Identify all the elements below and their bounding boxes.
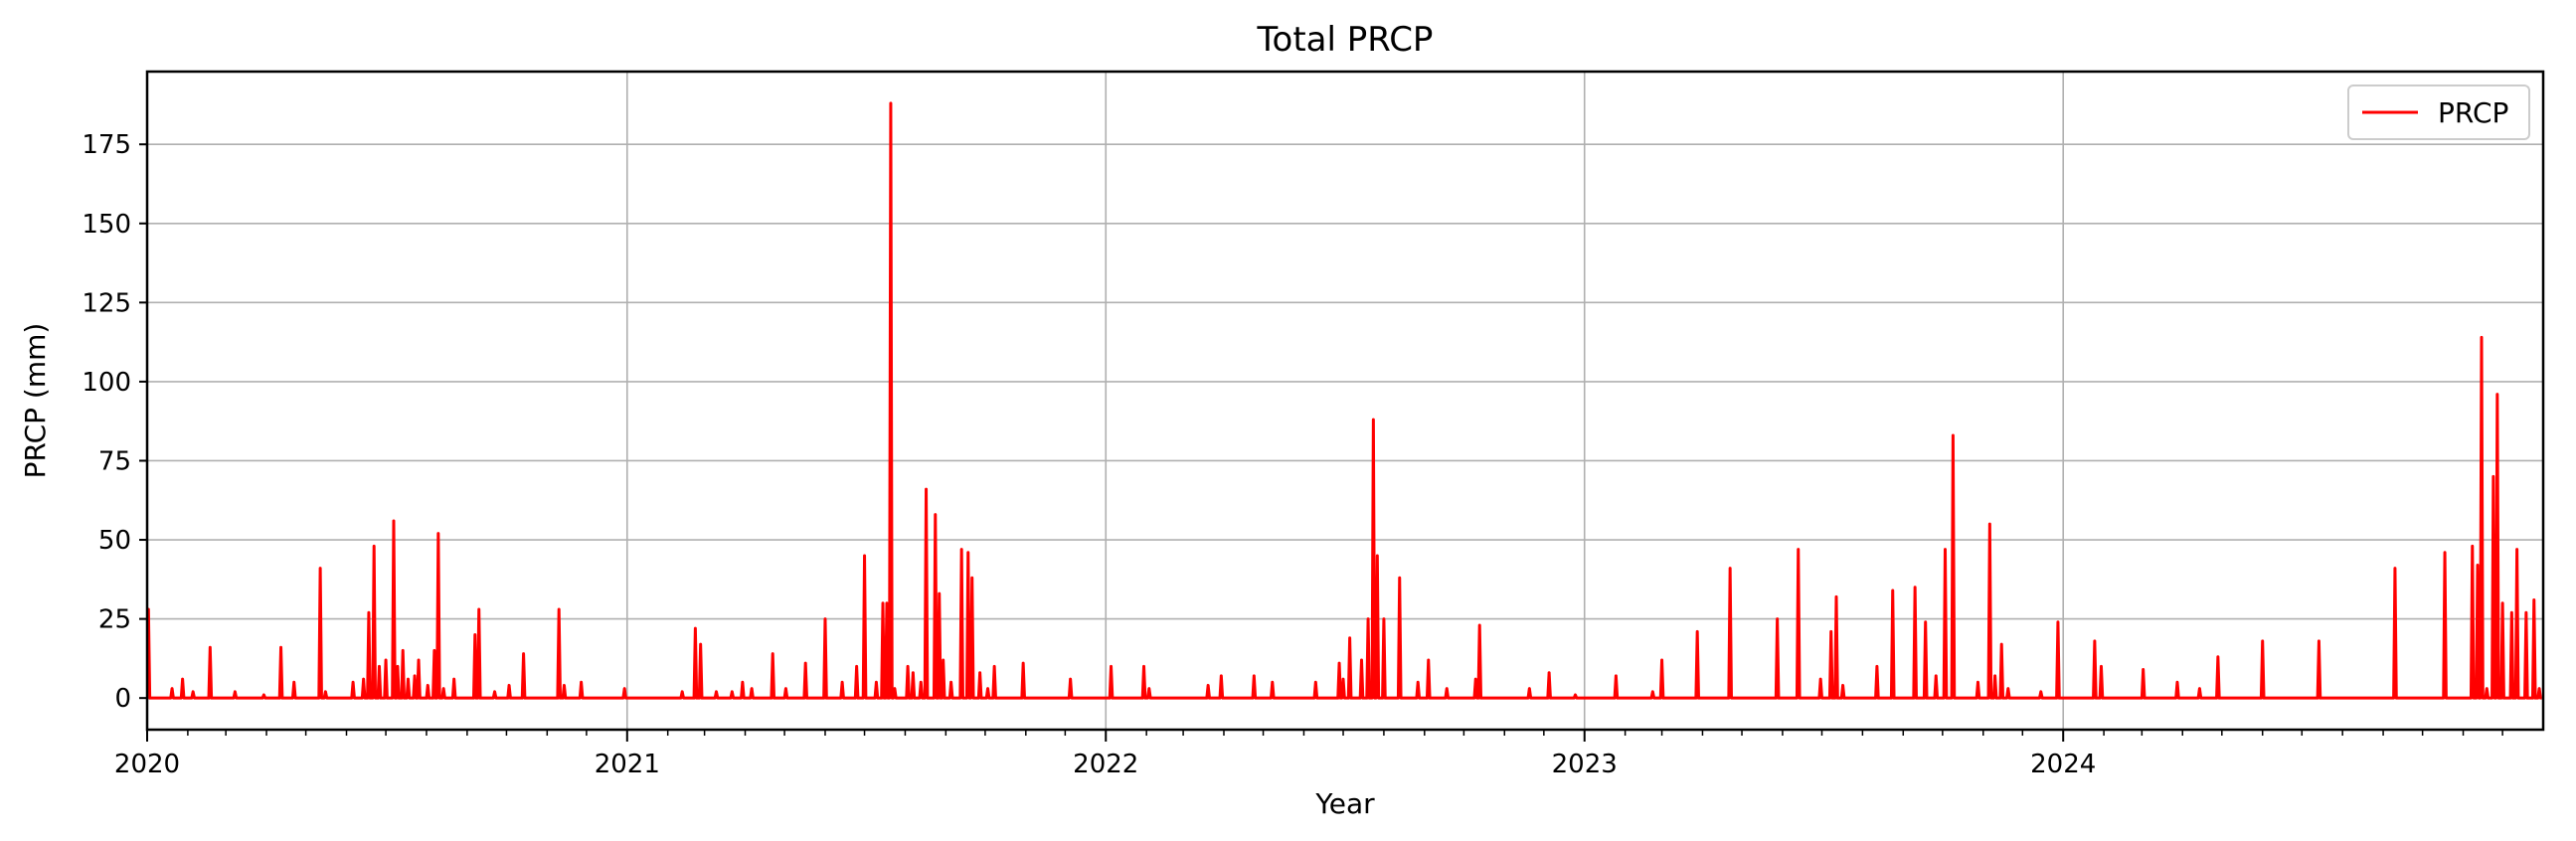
- y-tick-label: 100: [82, 368, 131, 398]
- x-tick-label: 2024: [2030, 750, 2096, 779]
- chart-title: Total PRCP: [1257, 20, 1434, 60]
- x-tick-label: 2023: [1552, 750, 1618, 779]
- x-tick-label: 2020: [114, 750, 180, 779]
- y-axis-label: PRCP (mm): [19, 323, 52, 479]
- y-tick-label: 50: [98, 526, 131, 556]
- y-tick-label: 75: [98, 446, 131, 476]
- y-tick-label: 175: [82, 130, 131, 160]
- x-tick-label: 2021: [595, 750, 660, 779]
- series-line-prcp: [146, 101, 2542, 700]
- x-axis-label: Year: [1314, 787, 1375, 820]
- y-tick-label: 125: [82, 288, 131, 318]
- legend-box: [2347, 84, 2530, 140]
- series-layer: [146, 101, 2542, 700]
- y-axis: 0 25 50 75 100 125 150 175: [82, 130, 147, 714]
- x-axis: 2020 2021 2022 2023 2024: [114, 730, 2503, 779]
- y-tick-label: 0: [114, 684, 131, 714]
- legend: PRCP: [2347, 84, 2530, 140]
- grid: [147, 72, 2543, 730]
- y-tick-label: 150: [82, 210, 131, 240]
- plot-frame: [145, 70, 2545, 732]
- x-tick-label: 2022: [1073, 750, 1138, 779]
- y-tick-label: 25: [98, 605, 131, 635]
- legend-label: PRCP: [2438, 96, 2508, 129]
